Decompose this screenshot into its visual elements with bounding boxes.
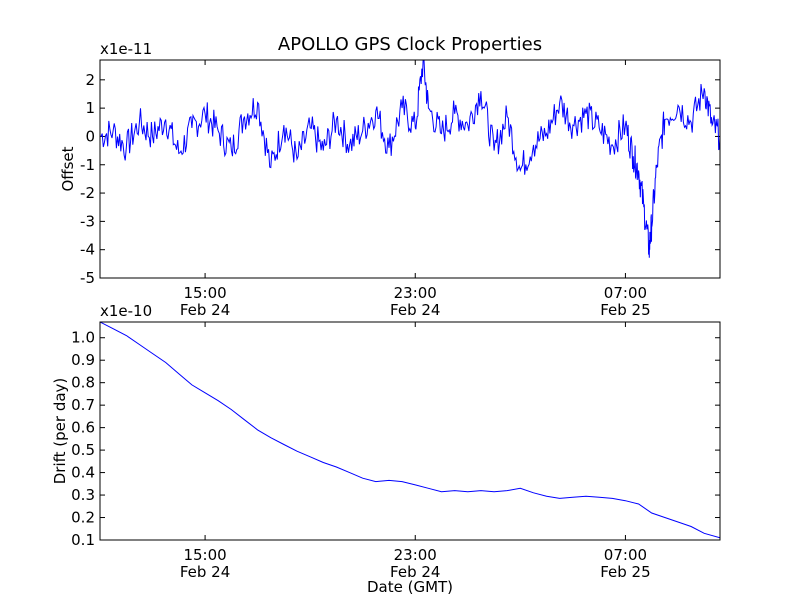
- drift-y-tick-label: 0.1: [71, 531, 95, 549]
- drift-x-tick-date: Feb 25: [600, 563, 650, 581]
- offset-y-tick-label: 1: [85, 99, 95, 117]
- drift-y-axis-label: Drift (per day): [51, 378, 69, 485]
- drift-y-tick-label: 0.5: [71, 441, 95, 459]
- drift-y-tick-label: 0.2: [71, 509, 95, 527]
- drift-plot-frame: [99, 321, 721, 541]
- drift-x-tick-date: Feb 24: [180, 563, 230, 581]
- offset-y-tick-label: -4: [80, 241, 95, 259]
- offset-x-tick-date: Feb 24: [180, 301, 230, 319]
- offset-y-tick-label: -5: [80, 269, 95, 287]
- drift-series-line: [100, 322, 720, 539]
- offset-y-tick-label: -3: [80, 212, 95, 230]
- offset-plot-area: [100, 60, 720, 278]
- drift-y-tick-label: 0.4: [71, 464, 95, 482]
- figure-title: APOLLO GPS Clock Properties: [278, 34, 542, 55]
- drift-y-tick-label: 0.9: [71, 351, 95, 369]
- drift-y-tick-label: 1.0: [71, 329, 95, 347]
- drift-y-tick-label: 0.8: [71, 374, 95, 392]
- offset-plot-frame: [99, 59, 721, 279]
- drift-x-tick-time: 23:00: [394, 546, 437, 564]
- drift-y-tick-label: 0.7: [71, 396, 95, 414]
- drift-x-axis-label: Date (GMT): [367, 578, 453, 596]
- drift-y-tick-label: 0.3: [71, 486, 95, 504]
- offset-series-line: [100, 60, 720, 258]
- offset-y-tick-label: -1: [80, 156, 95, 174]
- offset-y-tick-label: 2: [85, 71, 95, 89]
- offset-y-tick-label: -2: [80, 184, 95, 202]
- offset-y-tick-label: 0: [85, 127, 95, 145]
- drift-y-multiplier: x1e-10: [100, 302, 152, 320]
- drift-x-tick-time: 15:00: [183, 546, 226, 564]
- drift-y-tick-label: 0.6: [71, 419, 95, 437]
- offset-x-tick-time: 23:00: [394, 284, 437, 302]
- drift-x-tick-time: 07:00: [604, 546, 647, 564]
- offset-x-tick-date: Feb 25: [600, 301, 650, 319]
- drift-plot-area: [100, 322, 720, 540]
- drift-x-tick-date: Feb 24: [390, 563, 440, 581]
- offset-y-multiplier: x1e-11: [100, 40, 152, 58]
- offset-x-tick-time: 15:00: [183, 284, 226, 302]
- offset-y-axis-label: Offset: [59, 146, 77, 191]
- offset-x-tick-time: 07:00: [604, 284, 647, 302]
- offset-x-tick-date: Feb 24: [390, 301, 440, 319]
